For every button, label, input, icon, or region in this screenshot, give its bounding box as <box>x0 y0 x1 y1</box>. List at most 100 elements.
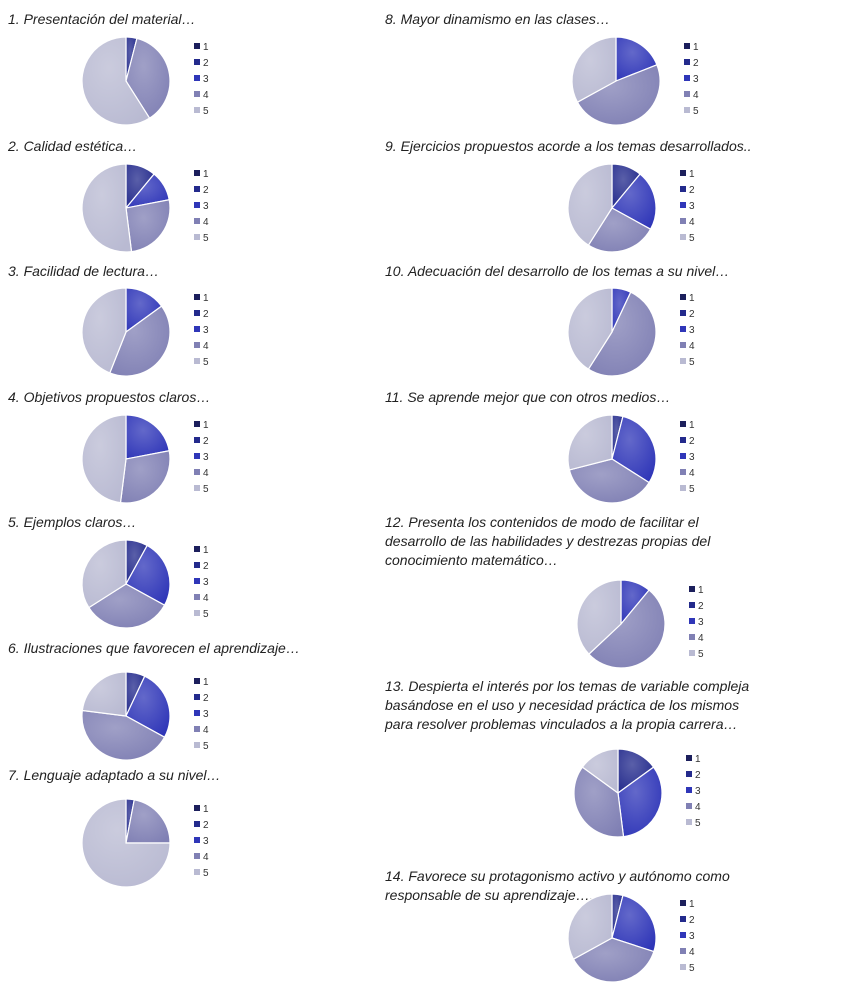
legend-label-2: 2 <box>203 185 209 196</box>
pie-chart-8: 1 2 3 4 5 <box>570 35 720 127</box>
legend-label-2: 2 <box>695 770 701 781</box>
legend-swatch-4 <box>194 218 200 224</box>
chart-title-8: 8. Mayor dinamismo en las clases… <box>385 11 610 27</box>
legend-swatch-3 <box>680 326 686 332</box>
pie-chart-9: 1 2 3 4 5 <box>566 162 716 254</box>
legend-label-3: 3 <box>203 452 209 463</box>
legend-swatch-5 <box>194 869 200 875</box>
legend-swatch-3 <box>680 453 686 459</box>
legend-label-4: 4 <box>203 468 209 479</box>
legend-label-2: 2 <box>203 309 209 320</box>
pie-svg: 1 2 3 4 5 <box>567 163 695 253</box>
legend-swatch-4 <box>680 948 686 954</box>
pie-slice-3 <box>611 415 657 484</box>
legend-label-1: 1 <box>203 420 209 431</box>
pie-slice-4 <box>573 766 625 838</box>
legend-label-1: 1 <box>203 677 209 688</box>
pie-chart-10: 1 2 3 4 5 <box>566 286 716 378</box>
legend-swatch-1 <box>686 755 692 761</box>
legend-label-3: 3 <box>203 577 209 588</box>
legend-label-5: 5 <box>689 484 695 495</box>
pie-slice-4 <box>587 207 652 253</box>
legend-label-5: 5 <box>203 357 209 368</box>
legend-label-3: 3 <box>698 617 704 628</box>
legend-swatch-2 <box>686 771 692 777</box>
chart-title-7: 7. Lenguaje adaptado a su nivel… <box>8 767 221 783</box>
pie-svg: 1 2 3 4 5 <box>81 287 209 377</box>
legend-swatch-5 <box>194 107 200 113</box>
legend-label-5: 5 <box>693 106 699 117</box>
legend-label-4: 4 <box>203 852 209 863</box>
pie-slice-5 <box>81 671 127 717</box>
legend-swatch-4 <box>680 218 686 224</box>
legend-label-1: 1 <box>689 293 695 304</box>
chart-title-12: 12. Presenta los contenidos de modo de f… <box>385 514 711 568</box>
legend-label-2: 2 <box>689 185 695 196</box>
legend-swatch-4 <box>684 91 690 97</box>
legend-label-5: 5 <box>689 357 695 368</box>
legend-swatch-4 <box>680 342 686 348</box>
legend-swatch-3 <box>680 932 686 938</box>
pie-slice-4 <box>125 199 171 253</box>
legend-swatch-2 <box>689 602 695 608</box>
legend-swatch-4 <box>689 634 695 640</box>
legend-label-5: 5 <box>203 868 209 879</box>
pie-chart-3: 1 2 3 4 5 <box>80 286 230 378</box>
legend-swatch-5 <box>689 650 695 656</box>
legend-label-1: 1 <box>689 899 695 910</box>
pie-slice-4 <box>88 583 166 629</box>
legend-swatch-2 <box>194 59 200 65</box>
pie-slice-5 <box>81 287 127 374</box>
legend-label-3: 3 <box>693 74 699 85</box>
legend-swatch-2 <box>194 310 200 316</box>
chart-title-13: 13. Despierta el interés por los temas d… <box>385 678 750 732</box>
legend-swatch-1 <box>680 294 686 300</box>
legend-swatch-5 <box>686 819 692 825</box>
pie-slice-4 <box>588 589 666 669</box>
pie-slice-3 <box>615 36 658 82</box>
legend-label-1: 1 <box>698 585 704 596</box>
legend-label-1: 1 <box>203 293 209 304</box>
legend-label-3: 3 <box>695 786 701 797</box>
legend-label-5: 5 <box>203 106 209 117</box>
pie-svg: 1 2 3 4 5 <box>567 893 695 983</box>
legend-label-4: 4 <box>203 90 209 101</box>
legend-label-3: 3 <box>203 74 209 85</box>
legend-swatch-5 <box>684 107 690 113</box>
legend-label-5: 5 <box>203 233 209 244</box>
chart-title-2: 2. Calidad estética… <box>8 138 138 154</box>
legend-swatch-1 <box>194 421 200 427</box>
legend-swatch-1 <box>680 421 686 427</box>
pie-svg: 1 2 3 4 5 <box>571 36 699 126</box>
legend-label-3: 3 <box>203 201 209 212</box>
pie-svg: 1 2 3 4 5 <box>573 748 701 838</box>
pie-svg: 1 2 3 4 5 <box>567 287 695 377</box>
legend-swatch-1 <box>194 678 200 684</box>
legend-swatch-3 <box>194 578 200 584</box>
legend-label-4: 4 <box>695 802 701 813</box>
legend-swatch-2 <box>194 821 200 827</box>
pie-chart-12: 1 2 3 4 5 <box>575 578 725 670</box>
chart-title-10: 10. Adecuación del desarrollo de los tem… <box>385 263 730 279</box>
pie-svg: 1 2 3 4 5 <box>81 163 209 253</box>
legend-swatch-3 <box>194 837 200 843</box>
legend-swatch-5 <box>194 610 200 616</box>
legend-label-2: 2 <box>689 309 695 320</box>
legend-swatch-5 <box>680 964 686 970</box>
legend-label-1: 1 <box>203 545 209 556</box>
legend-swatch-1 <box>680 170 686 176</box>
legend-swatch-1 <box>194 546 200 552</box>
pie-svg: 1 2 3 4 5 <box>567 414 695 504</box>
legend-label-3: 3 <box>689 325 695 336</box>
legend-label-2: 2 <box>203 693 209 704</box>
pie-slice-3 <box>125 414 170 460</box>
legend-swatch-2 <box>194 562 200 568</box>
legend-label-4: 4 <box>698 633 704 644</box>
legend-label-3: 3 <box>203 325 209 336</box>
legend-label-5: 5 <box>695 818 701 829</box>
legend-label-1: 1 <box>693 42 699 53</box>
legend-swatch-5 <box>680 485 686 491</box>
legend-swatch-3 <box>686 787 692 793</box>
legend-label-4: 4 <box>203 593 209 604</box>
legend-label-3: 3 <box>203 709 209 720</box>
